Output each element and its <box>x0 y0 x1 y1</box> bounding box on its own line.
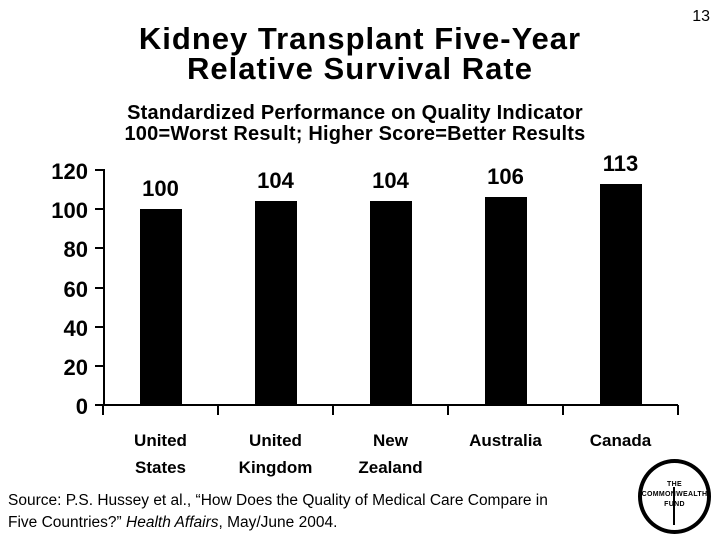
y-axis-line <box>103 169 105 406</box>
bar-value-label: 104 <box>372 168 409 194</box>
bar <box>484 197 527 405</box>
x-category-label-line: Canada <box>589 431 652 450</box>
x-tick <box>102 405 104 415</box>
bar-value-label: 100 <box>142 176 179 202</box>
x-category-label-line: Zealand <box>358 458 423 477</box>
y-tick-label: 80 <box>63 237 88 263</box>
y-tick <box>95 325 103 328</box>
bar-value-label: 104 <box>257 168 294 194</box>
x-tick <box>447 405 449 415</box>
source-line2-pre: Five Countries?” <box>8 514 127 531</box>
x-tick <box>217 405 219 415</box>
y-tick-label: 20 <box>63 354 88 380</box>
source-line2-post: , May/June 2004. <box>218 514 338 531</box>
y-tick-label: 120 <box>51 159 88 184</box>
source-citation: Source: P.S. Hussey et al., “How Does th… <box>8 490 608 534</box>
x-category-label: Australia <box>448 427 563 454</box>
bar <box>139 209 182 405</box>
slide-title: Kidney Transplant Five-Year Relative Sur… <box>0 21 720 86</box>
x-category-label: United Kingdom <box>218 427 333 481</box>
y-tick-label: 100 <box>51 198 88 224</box>
chart-title: Standardized Performance on Quality Indi… <box>0 103 710 145</box>
chart-title-line2: 100=Worst Result; Higher Score=Better Re… <box>124 123 586 145</box>
x-category-label: United States <box>103 427 218 481</box>
chart-title-line1: Standardized Performance on Quality Indi… <box>127 102 583 124</box>
torch-icon <box>673 487 675 525</box>
commonwealth-fund-logo-text: THE COMMONWEALTH FUND <box>638 480 711 510</box>
x-category-label: New Zealand <box>333 427 448 481</box>
y-tick <box>95 208 103 211</box>
logo-text-line3: FUND <box>664 501 685 508</box>
bar-value-label: 113 <box>602 150 639 176</box>
page-number: 13 <box>692 8 710 25</box>
commonwealth-fund-logo: THE COMMONWEALTH FUND <box>638 459 711 534</box>
x-category-label-line: States <box>134 458 187 477</box>
slide-title-line2: Relative Survival Rate <box>187 51 533 86</box>
x-category-label-line: United <box>249 431 302 450</box>
x-category-label-line: New <box>373 431 408 450</box>
y-tick <box>95 247 103 250</box>
source-line1: Source: P.S. Hussey et al., “How Does th… <box>8 492 548 509</box>
x-category-label-line: Australia <box>469 431 542 450</box>
source-journal-name: Health Affairs <box>126 514 219 531</box>
y-tick-label: 0 <box>75 394 88 419</box>
y-tick-label: 40 <box>63 315 88 341</box>
x-axis-line <box>103 404 678 406</box>
x-category-label-line: United <box>134 431 187 450</box>
bar <box>254 201 297 405</box>
y-tick <box>95 286 103 289</box>
x-tick <box>562 405 564 415</box>
logo-text-line2: COMMONWEALTH <box>641 491 708 498</box>
logo-text-line1: THE <box>667 481 682 488</box>
x-category-label-line: Kingdom <box>238 458 313 477</box>
bar <box>369 201 412 405</box>
y-tick-label: 60 <box>63 276 88 302</box>
y-tick <box>95 169 103 171</box>
slide-title-line1: Kidney Transplant Five-Year <box>138 21 582 56</box>
bar <box>599 183 642 405</box>
x-tick <box>332 405 334 415</box>
y-tick <box>95 404 103 406</box>
bar-value-label: 106 <box>487 164 524 190</box>
y-tick <box>95 364 103 367</box>
x-category-label: Canada <box>563 427 678 454</box>
x-tick <box>677 405 679 415</box>
